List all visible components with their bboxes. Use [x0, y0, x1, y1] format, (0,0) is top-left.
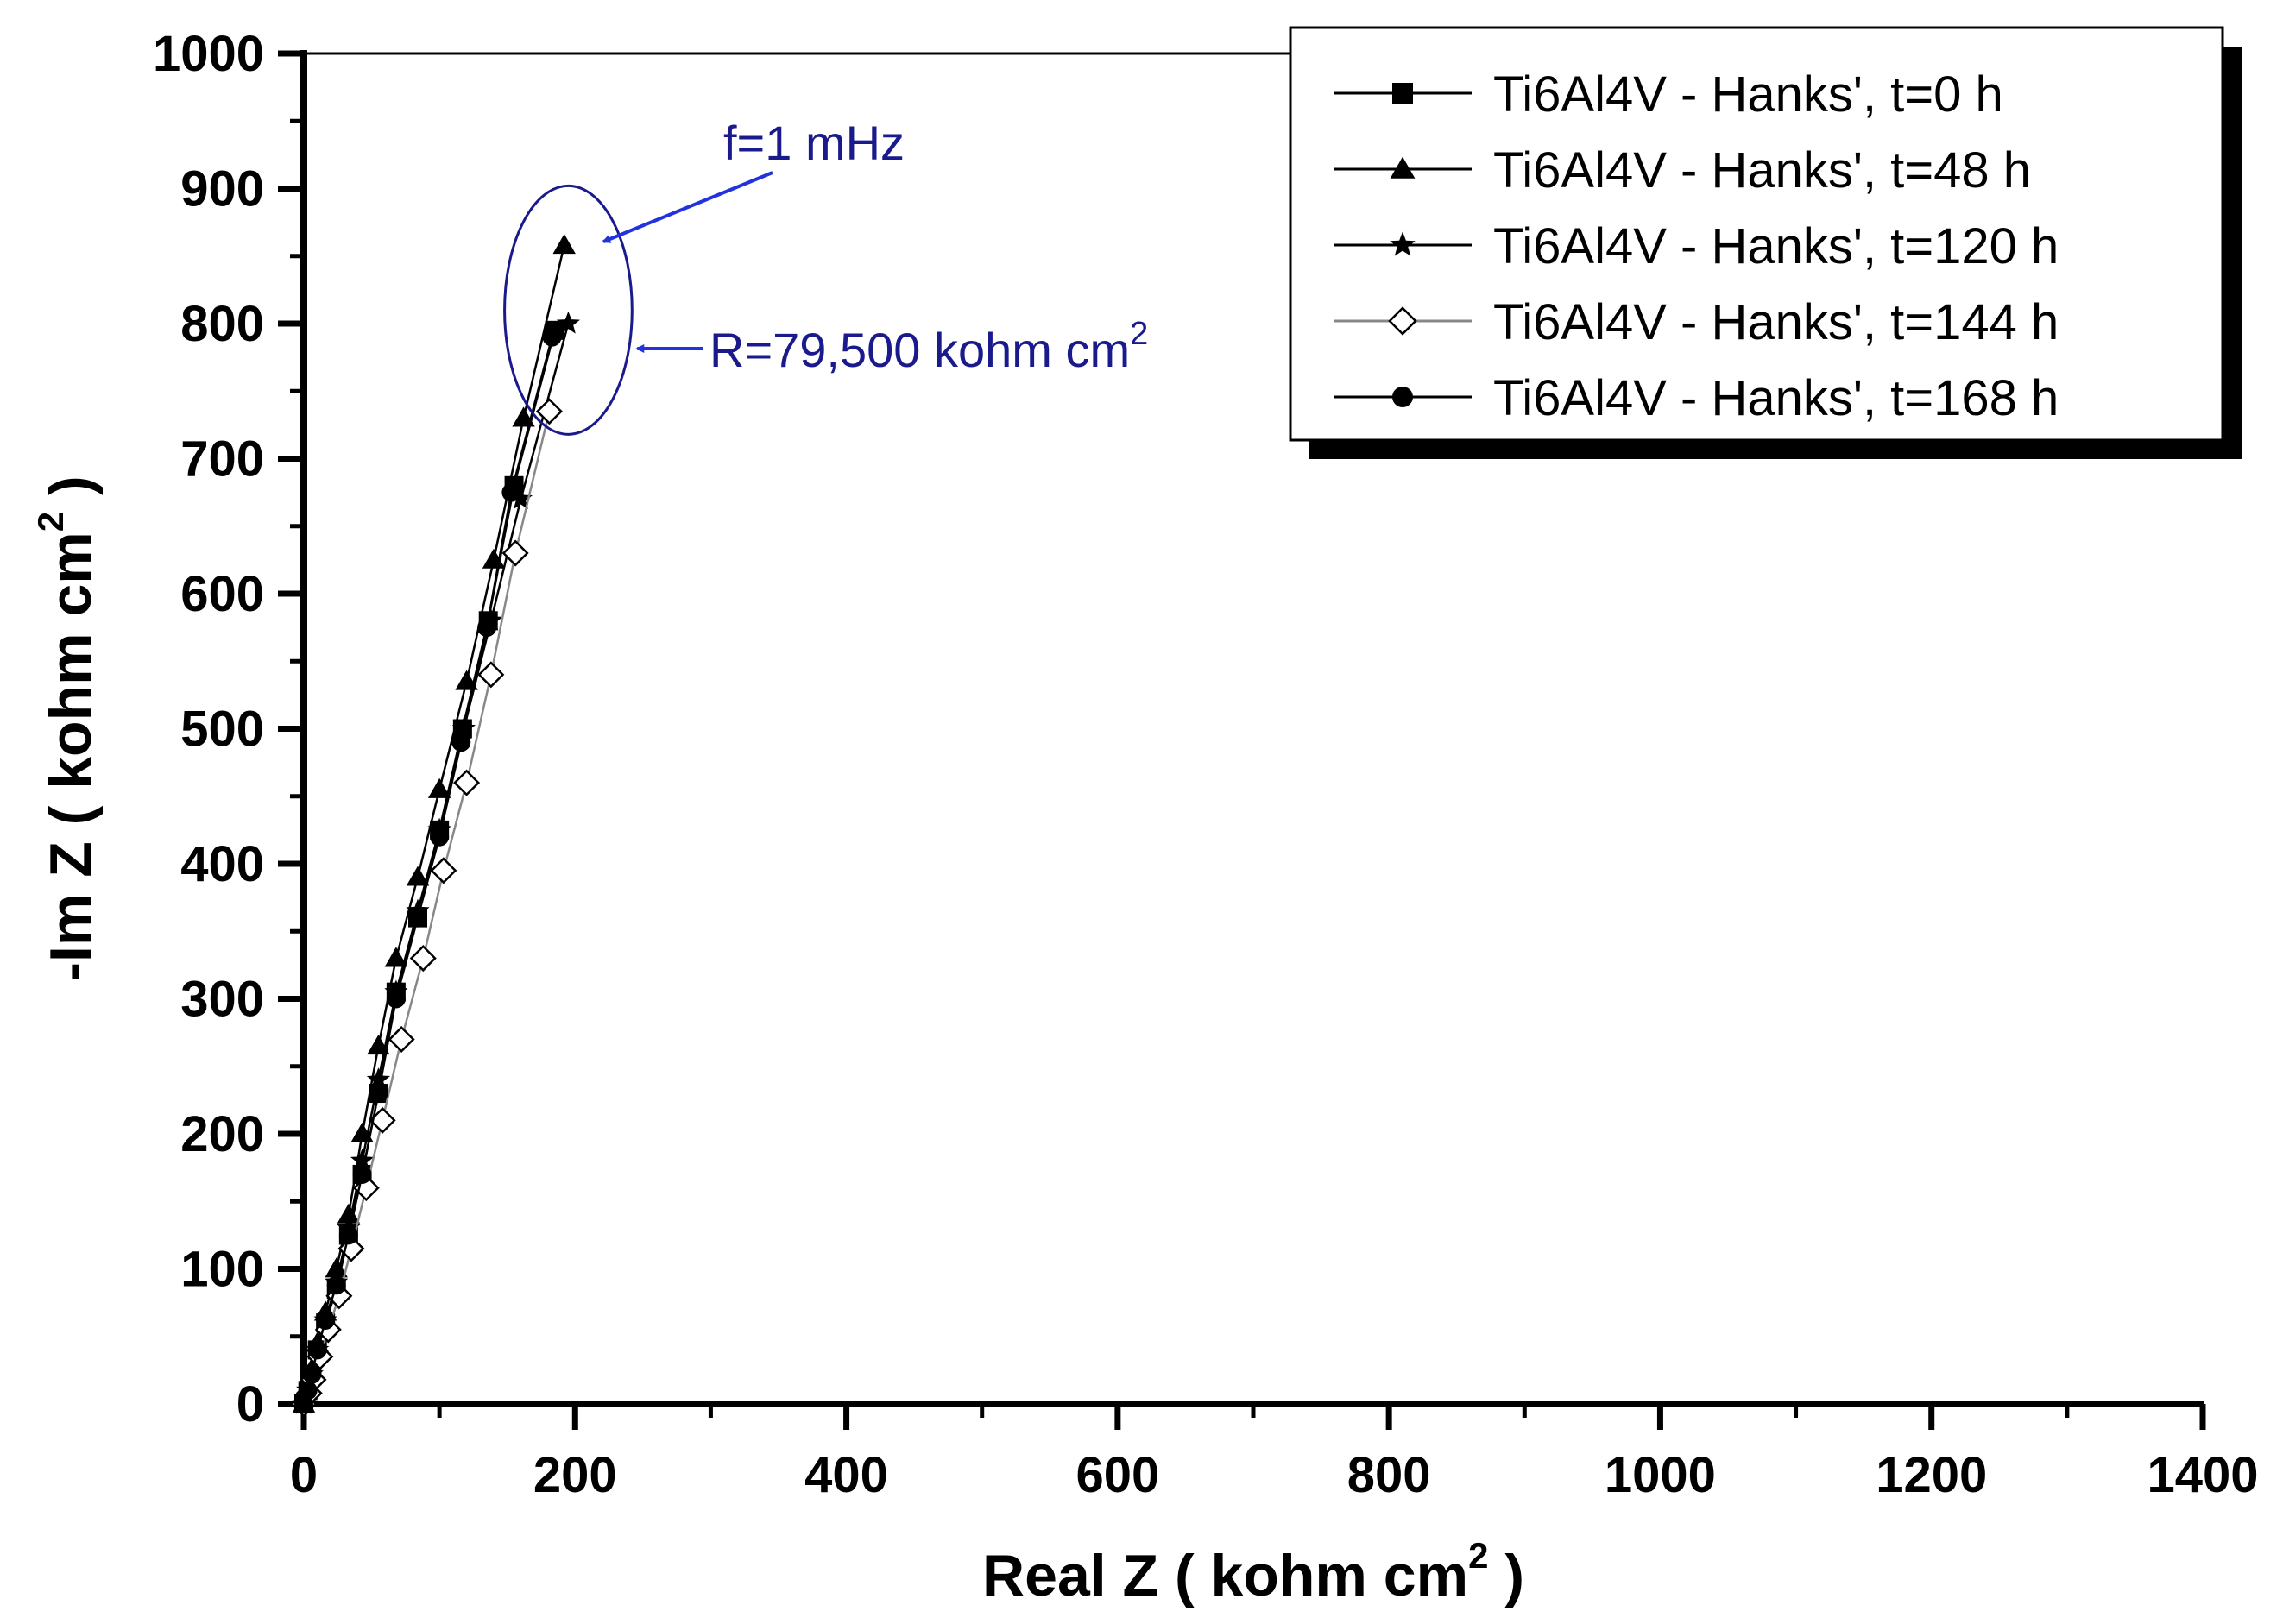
resistance-annotation-superscript: 2 [1130, 316, 1148, 352]
data-point [552, 234, 576, 255]
y-axis-title-superscript: 2 [30, 512, 71, 532]
data-point [477, 661, 505, 689]
data-point [369, 1084, 388, 1104]
data-point [302, 1364, 322, 1384]
data-point [350, 1149, 375, 1171]
y-axis-title-main: -Im Z ( kohm cm [38, 532, 104, 981]
y-tick-label: 700 [180, 431, 264, 488]
x-tick-label: 1400 [2147, 1447, 2258, 1503]
legend-marker [1392, 83, 1413, 104]
data-point [430, 827, 450, 847]
data-point [453, 769, 481, 796]
data-point [409, 945, 437, 973]
y-tick-label: 300 [180, 972, 264, 1028]
highlight-ellipse [503, 184, 634, 436]
data-point [455, 670, 478, 690]
legend-marker [1390, 231, 1416, 256]
legend-box [1289, 26, 2224, 442]
x-tick-label: 1000 [1605, 1447, 1716, 1503]
x-axis-title-superscript: 2 [1468, 1535, 1488, 1576]
legend-marker [1390, 156, 1416, 179]
data-point [307, 1340, 327, 1360]
annotations: f=1 mHz R=79,500 kohm cm2 [503, 116, 1148, 436]
legend-entry-4: Ti6Al4V - Hanks', t=168 h [1334, 370, 2059, 426]
legend-entry-0: Ti6Al4V - Hanks', t=0 h [1334, 66, 2003, 123]
series-line [302, 337, 553, 1405]
resistance-annotation: R=79,500 kohm cm2 [709, 316, 1148, 377]
data-series [290, 234, 580, 1418]
data-point [535, 398, 563, 425]
data-point [501, 539, 529, 567]
y-tick-label: 500 [180, 702, 264, 758]
y-tick-label: 400 [180, 836, 264, 892]
legend-entry-2: Ti6Al4V - Hanks', t=120 h [1334, 218, 2059, 274]
data-point [408, 908, 427, 928]
data-point [406, 866, 430, 886]
series-2 [292, 311, 580, 1414]
y-tick-label: 800 [180, 296, 264, 352]
data-point [542, 327, 562, 347]
x-axis-title: Real Z ( kohm cm2 ) [982, 1535, 1524, 1608]
x-axis-title-close: ) [1488, 1543, 1524, 1608]
x-axis-title-main: Real Z ( kohm cm [982, 1543, 1468, 1608]
legend-label: Ti6Al4V - Hanks', t=120 h [1493, 218, 2059, 274]
x-tick-label: 1200 [1876, 1447, 1987, 1503]
data-point [477, 618, 497, 638]
data-point [298, 1381, 318, 1401]
legend-marker [1388, 306, 1417, 336]
axis-titles: Real Z ( kohm cm2 )-Im Z ( kohm cm2 ) [30, 475, 1524, 1608]
legend-label: Ti6Al4V - Hanks', t=144 h [1493, 294, 2059, 350]
data-point [366, 1067, 390, 1090]
y-tick-label: 200 [180, 1106, 264, 1162]
data-point [388, 1025, 415, 1053]
data-point [325, 1257, 348, 1278]
data-point [338, 1225, 358, 1245]
data-point [508, 487, 533, 509]
frequency-annotation: f=1 mHz [723, 116, 905, 170]
frequency-arrow [602, 171, 773, 244]
legend-entry-3: Ti6Al4V - Hanks', t=144 h [1334, 294, 2059, 350]
data-point [386, 989, 406, 1009]
legend-entry-1: Ti6Al4V - Hanks', t=48 h [1334, 142, 2031, 198]
x-tick-label: 800 [1347, 1447, 1431, 1503]
data-point [451, 733, 471, 752]
x-tick-label: 200 [533, 1447, 617, 1503]
y-tick-label: 0 [236, 1376, 264, 1432]
legend-label: Ti6Al4V - Hanks', t=0 h [1493, 66, 2003, 123]
x-tick-label: 600 [1075, 1447, 1159, 1503]
legend: Ti6Al4V - Hanks', t=0 h Ti6Al4V - Hanks',… [1289, 26, 2242, 459]
x-tick-label: 400 [804, 1447, 888, 1503]
y-tick-label: 100 [180, 1242, 264, 1298]
axes: 0 200 400 600 800 1000 1200 1400 0 100 200 300 400 50… [153, 26, 2259, 1503]
data-point [430, 857, 457, 884]
y-axis-title: -Im Z ( kohm cm2 ) [30, 475, 104, 981]
y-tick-label: 600 [180, 566, 264, 622]
legend-label: Ti6Al4V - Hanks', t=168 h [1493, 370, 2059, 426]
data-point [427, 777, 451, 798]
y-tick-label: 900 [180, 161, 264, 217]
y-tick-label: 1000 [153, 26, 264, 82]
data-point [556, 311, 580, 334]
data-point [501, 482, 521, 502]
data-point [384, 947, 408, 967]
x-tick-label: 0 [290, 1447, 318, 1503]
legend-label: Ti6Al4V - Hanks', t=48 h [1493, 142, 2031, 198]
data-point [326, 1275, 346, 1295]
series-4 [294, 327, 562, 1413]
legend-marker [1392, 387, 1413, 407]
data-point [316, 1310, 336, 1330]
data-point [352, 1164, 372, 1184]
y-axis-title-close: ) [38, 475, 104, 512]
data-point [337, 1203, 361, 1224]
